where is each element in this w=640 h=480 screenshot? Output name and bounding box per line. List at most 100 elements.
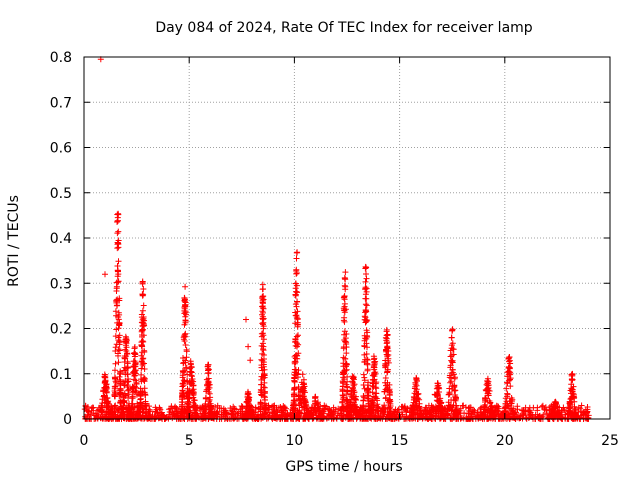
data-point [346, 409, 353, 416]
data-point [370, 364, 377, 371]
data-point [448, 370, 455, 376]
data-point [434, 392, 440, 399]
data-point [341, 296, 348, 303]
data-point [204, 380, 211, 387]
data-point [481, 406, 488, 413]
data-point [183, 354, 190, 361]
data-point [188, 377, 195, 384]
data-point [208, 411, 215, 418]
data-point [205, 381, 212, 388]
data-point [371, 359, 378, 366]
data-point [135, 413, 142, 419]
data-point [119, 412, 126, 418]
grid [84, 57, 610, 419]
data-point [374, 397, 381, 404]
data-point [363, 275, 370, 282]
x-tick-label: 15 [391, 433, 409, 449]
data-point [566, 405, 573, 412]
data-point [567, 402, 574, 408]
data-point [229, 411, 236, 418]
data-point [166, 406, 173, 413]
data-point [283, 405, 289, 412]
x-tick-label: 5 [185, 433, 194, 449]
data-point [451, 383, 458, 389]
data-point [203, 386, 210, 393]
data-point [571, 405, 578, 412]
data-point [361, 332, 368, 339]
data-point [115, 352, 121, 359]
data-point [206, 398, 213, 405]
data-point [504, 393, 511, 400]
y-tick-label: 0.2 [50, 322, 72, 338]
data-point [114, 230, 121, 237]
data-point [223, 415, 230, 422]
data-point [340, 360, 347, 367]
data-point [295, 332, 301, 339]
data-point [114, 296, 121, 303]
data-point [117, 368, 124, 375]
data-point [299, 371, 306, 378]
data-point [232, 410, 239, 417]
data-point [139, 338, 146, 344]
data-point [365, 379, 372, 386]
data-point [361, 377, 368, 384]
data-point [360, 371, 367, 378]
data-point [526, 404, 533, 411]
data-point [506, 354, 513, 360]
data-point [322, 405, 329, 412]
data-point [326, 412, 333, 419]
data-point [258, 364, 265, 371]
data-point [529, 412, 536, 419]
data-point [202, 406, 209, 413]
data-point [138, 327, 145, 334]
data-point [185, 395, 192, 401]
data-point [291, 379, 298, 385]
data-point [293, 270, 300, 277]
data-point [293, 282, 300, 289]
data-point [101, 384, 108, 391]
data-point [259, 297, 266, 304]
y-axis-label: ROTI / TECUs [6, 195, 22, 287]
axis-ticks: 0 0.1 0.2 0.3 0.4 0.5 0.6 0.7 0.8 0 5 10 15 20 25 [50, 50, 619, 449]
data-point [494, 403, 501, 409]
data-point [257, 386, 264, 393]
data-point [129, 400, 136, 407]
data-point [343, 344, 350, 351]
data-point [112, 367, 118, 374]
data-point [88, 405, 95, 412]
data-point [482, 407, 489, 414]
data-point [484, 378, 491, 385]
data-point [369, 399, 376, 406]
data-point [430, 404, 436, 411]
data-point [258, 376, 265, 383]
data-point [257, 401, 264, 408]
data-point [259, 340, 266, 347]
x-tick-label: 0 [80, 433, 89, 449]
data-point [200, 415, 207, 421]
data-point [479, 413, 486, 420]
data-point [508, 400, 515, 407]
data-point [449, 366, 456, 373]
data-point [247, 357, 254, 364]
data-point [127, 411, 134, 418]
data-point [101, 394, 108, 400]
data-point [364, 367, 371, 374]
data-point [362, 286, 369, 293]
data-point [375, 414, 382, 421]
data-point [104, 403, 111, 410]
data-point [451, 397, 457, 404]
data-point [485, 390, 492, 397]
y-tick-label: 0 [63, 412, 72, 428]
data-point [113, 299, 120, 306]
data-point [290, 405, 297, 412]
data-point [141, 378, 148, 385]
data-point [382, 395, 389, 402]
data-point [291, 360, 298, 367]
data-point [112, 375, 118, 382]
data-point [343, 350, 350, 357]
data-point [292, 285, 299, 292]
data-point [548, 411, 554, 418]
data-point [140, 302, 147, 309]
data-point [527, 409, 534, 416]
